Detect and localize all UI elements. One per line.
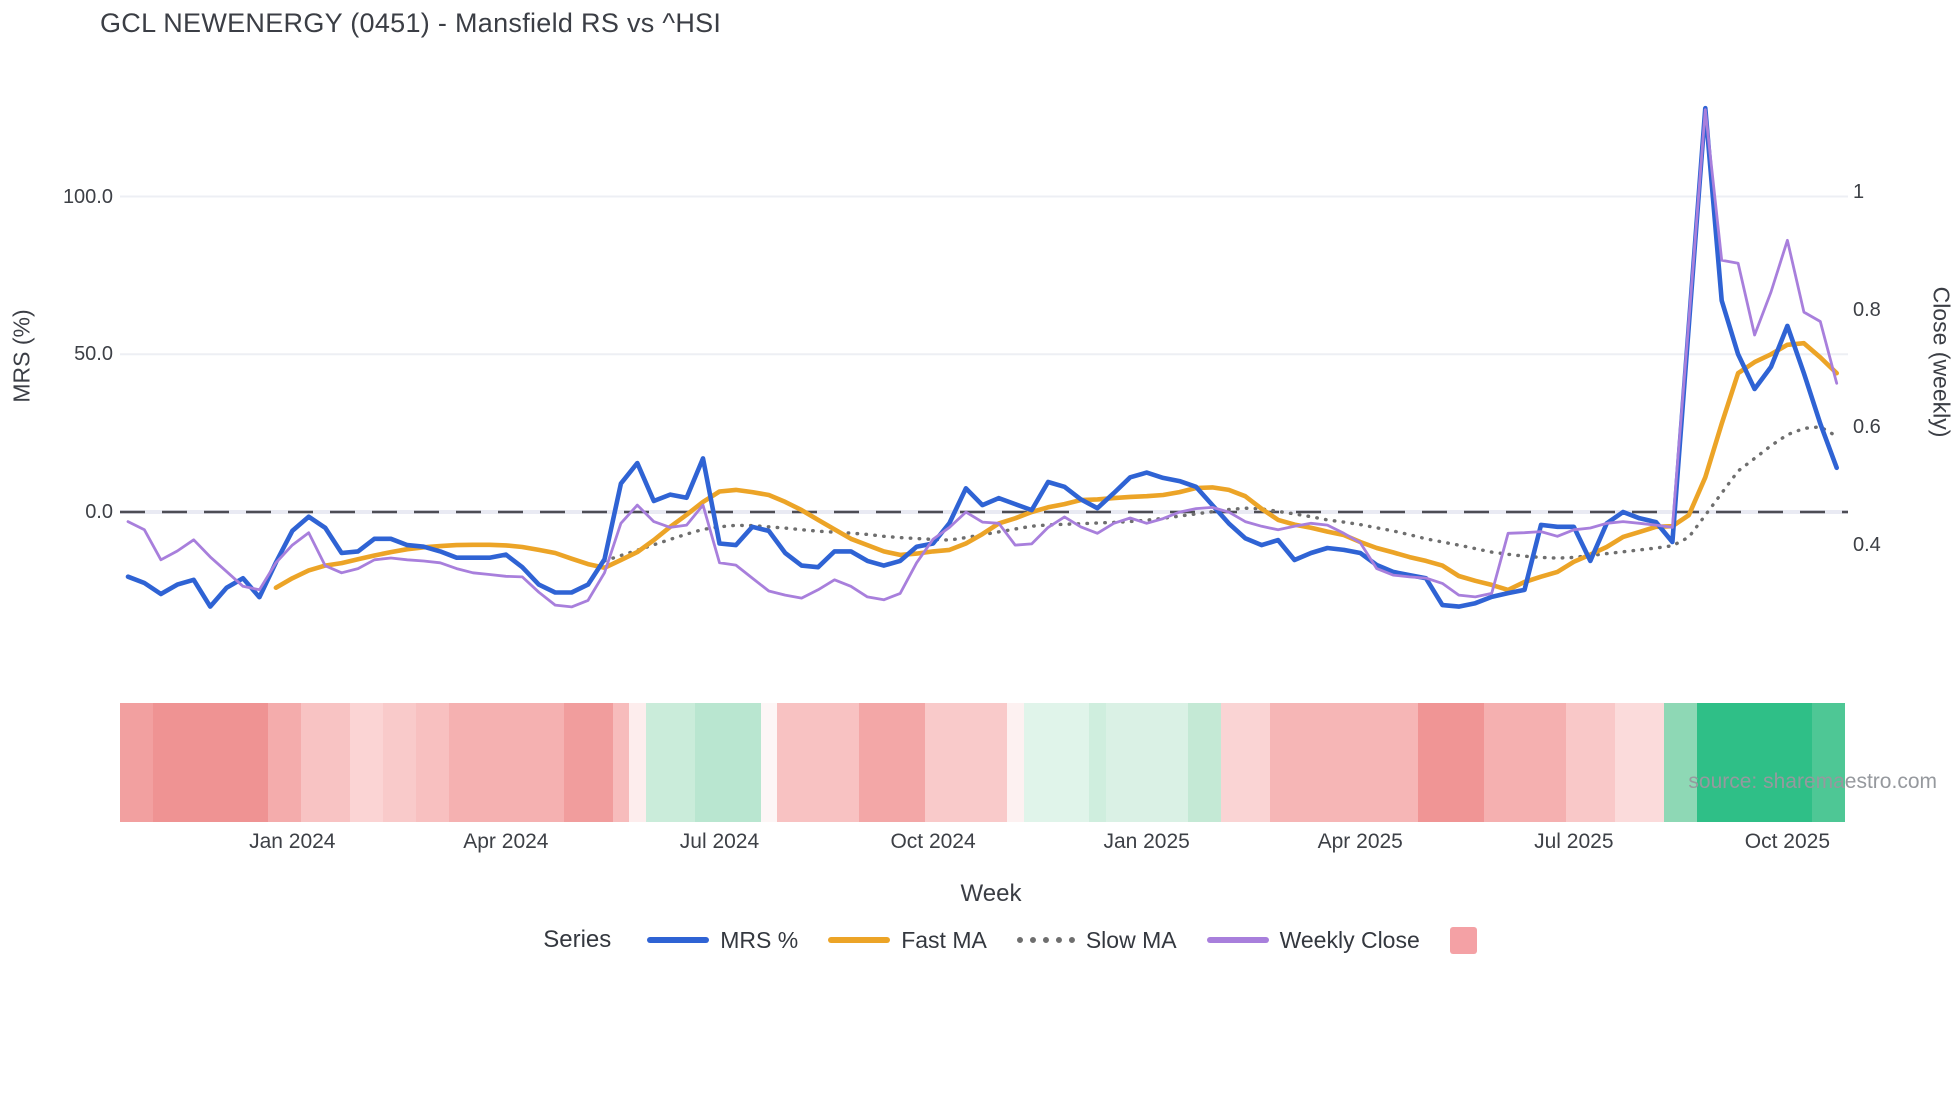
Fast MA-swatch-icon <box>828 937 891 943</box>
legend: Series MRS % Fast MA Slow MA Weekly Close <box>0 922 1960 958</box>
heatmap-cell-run-25 <box>1483 703 1566 822</box>
heatmap-cell-run-18 <box>1023 703 1090 822</box>
legend-item-heat-swatch <box>1449 926 1477 954</box>
heatmap-cell-run-26 <box>1565 703 1615 822</box>
heatmap-swatch-icon <box>1449 926 1477 954</box>
heatmap-cell-run-24 <box>1417 703 1484 822</box>
x-axis-title: Week <box>960 880 1022 907</box>
legend-title: Series <box>543 926 612 953</box>
heatmap-cell-run-12 <box>694 703 761 822</box>
heatmap-cell-run-17 <box>1007 703 1024 822</box>
y-left-tick-0.0: 0.0 <box>85 501 113 523</box>
heatmap-cell-run-30 <box>1812 703 1845 822</box>
legend-item-weekly-close: Weekly Close <box>1206 926 1420 954</box>
heatmap-cell-run-6 <box>415 703 449 822</box>
series-slow-ma <box>602 425 1839 563</box>
heatmap-cell-run-11 <box>645 703 695 822</box>
y-left-tick-100.0: 100.0 <box>62 185 113 208</box>
x-tick-oct-2024: Oct 2024 <box>890 830 976 853</box>
y-left-tick-50.0: 50.0 <box>74 343 113 366</box>
heatmap-cell-run-5 <box>382 703 416 822</box>
heatmap-cell-run-14 <box>777 703 860 822</box>
source-credit: source: sharemaestro.com <box>1688 770 1937 793</box>
heatmap-cell-run-27 <box>1614 703 1665 822</box>
heatmap-cell-run-2 <box>267 703 301 822</box>
Slow MA-swatch-icon <box>1016 937 1075 943</box>
heatmap-cell-run-16 <box>924 703 1008 822</box>
legend-item-fast-ma: Fast MA <box>828 927 987 954</box>
chart-title: GCL NEWENERGY (0451) - Mansfield RS vs ^… <box>100 8 722 38</box>
legend-items: MRS % Fast MA Slow MA Weekly Close <box>647 926 1477 954</box>
series-fast-ma <box>273 340 1839 593</box>
heatmap-strip <box>120 703 1845 822</box>
legend-label: Weekly Close <box>1279 926 1420 953</box>
heatmap-cell-run-1 <box>152 703 268 822</box>
series-weekly-close <box>126 108 1839 609</box>
y-right-tick-0.8: 0.8 <box>1853 298 1881 321</box>
heatmap-cell-run-10 <box>629 703 646 822</box>
heatmap-cell-run-9 <box>612 703 630 822</box>
legend-label: Slow MA <box>1085 926 1177 953</box>
x-tick-apr-2025: Apr 2025 <box>1317 830 1403 853</box>
x-tick-jul-2024: Jul 2024 <box>679 830 760 853</box>
x-tick-apr-2024: Apr 2024 <box>463 830 549 853</box>
x-tick-jan-2025: Jan 2025 <box>1103 830 1190 853</box>
series-mrs- <box>125 105 1839 609</box>
heatmap-cell-run-4 <box>350 703 383 822</box>
heatmap-cell-run-20 <box>1105 703 1188 822</box>
heatmap-cell-run-0 <box>120 703 153 822</box>
MRS %-swatch-icon <box>647 937 710 943</box>
x-tick-oct-2025: Oct 2025 <box>1744 830 1831 853</box>
heatmap-cell-run-7 <box>448 703 564 822</box>
heatmap-cell-run-23 <box>1269 703 1418 822</box>
heatmap-cell-run-19 <box>1089 703 1106 822</box>
heatmap-cell-run-29 <box>1697 703 1813 822</box>
x-tick-jul-2025: Jul 2025 <box>1534 830 1614 853</box>
y-right-tick-0.6: 0.6 <box>1853 416 1881 439</box>
heatmap-cell-run-21 <box>1187 703 1221 822</box>
heatmap-cell-run-15 <box>859 703 925 822</box>
heatmap-cell-run-22 <box>1220 703 1270 822</box>
legend-label: Fast MA <box>901 926 987 953</box>
heatmap-cell-run-8 <box>563 703 613 822</box>
legend-item-mrs-: MRS % <box>647 927 798 954</box>
heatmap-cell-run-28 <box>1664 703 1698 822</box>
legend-item-slow-ma: Slow MA <box>1016 926 1177 954</box>
y-right-tick-0.4: 0.4 <box>1853 534 1881 557</box>
x-tick-jan-2024: Jan 2024 <box>249 830 336 853</box>
heatmap-cell-run-13 <box>760 703 778 822</box>
legend-label: MRS % <box>720 926 799 953</box>
y-right-tick-1: 1 <box>1853 181 1865 203</box>
Weekly Close-swatch-icon <box>1206 937 1269 943</box>
heatmap-cell-run-3 <box>300 703 350 822</box>
